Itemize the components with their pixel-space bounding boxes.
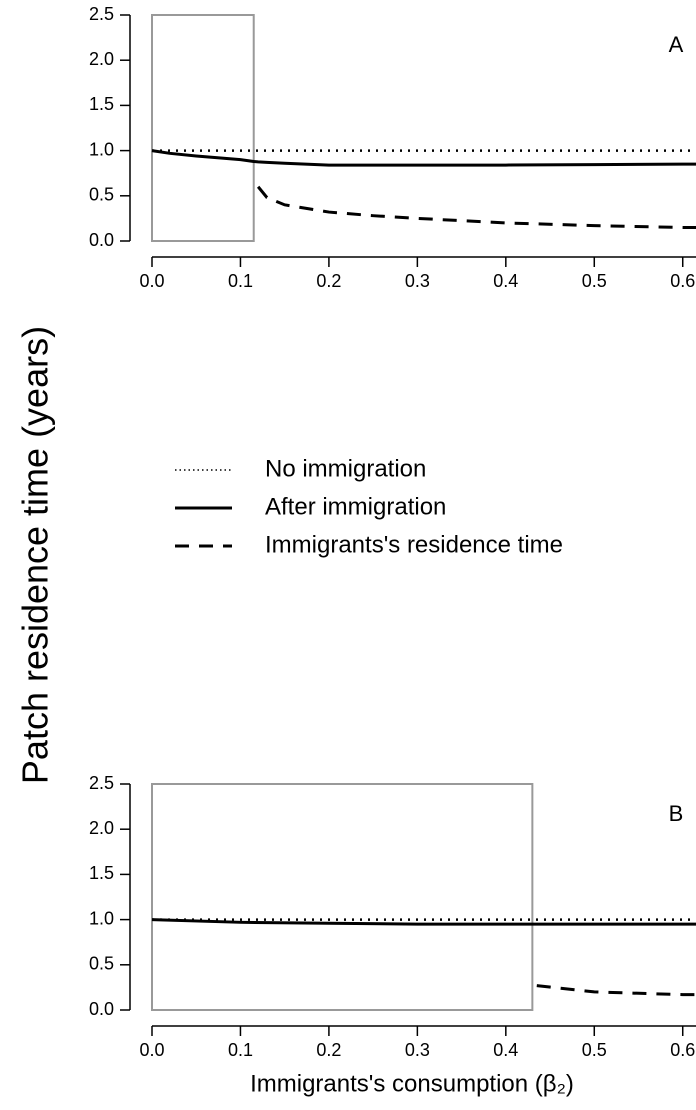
y-axis-title: Patch residence time (years) [15,326,56,784]
x-tick-label: 0.5 [582,1040,607,1060]
x-tick-label: 0.4 [493,271,518,291]
x-tick-label: 0.4 [493,1040,518,1060]
y-tick-label: 0.5 [89,954,114,974]
x-tick-label: 0.0 [139,271,164,291]
series-line [536,984,696,997]
x-tick-label: 0.0 [139,1040,164,1060]
x-tick-label: 0.3 [405,1040,430,1060]
y-tick-label: 0.5 [89,185,114,205]
x-tick-label: 0.3 [405,271,430,291]
panel-label: B [669,801,684,826]
y-tick-label: 2.0 [89,49,114,69]
x-tick-label: 0.1 [228,1040,253,1060]
y-tick-label: 1.5 [89,863,114,883]
y-tick-label: 1.5 [89,94,114,114]
series-line [256,185,696,229]
y-tick-label: 2.5 [89,773,114,793]
y-tick-label: 0.0 [89,999,114,1019]
legend-label: After immigration [265,493,446,520]
x-tick-label: 0.6 [670,271,695,291]
series-line [151,918,696,926]
y-tick-label: 1.0 [89,139,114,159]
x-tick-label: 0.6 [670,1040,695,1060]
highlight-region [151,14,255,242]
legend-label: Immigrants's residence time [265,531,563,558]
legend-label: No immigration [265,455,426,482]
y-tick-label: 2.0 [89,818,114,838]
panel-label: A [669,32,684,57]
x-tick-label: 0.1 [228,271,253,291]
x-axis-title: Immigrants's consumption (β₂) [250,1070,574,1097]
y-tick-label: 2.5 [89,4,114,24]
y-tick-label: 1.0 [89,908,114,928]
x-tick-label: 0.2 [316,271,341,291]
y-tick-label: 0.0 [89,230,114,250]
series-line [151,149,696,167]
highlight-region [151,783,534,1011]
x-tick-label: 0.5 [582,271,607,291]
x-tick-label: 0.2 [316,1040,341,1060]
